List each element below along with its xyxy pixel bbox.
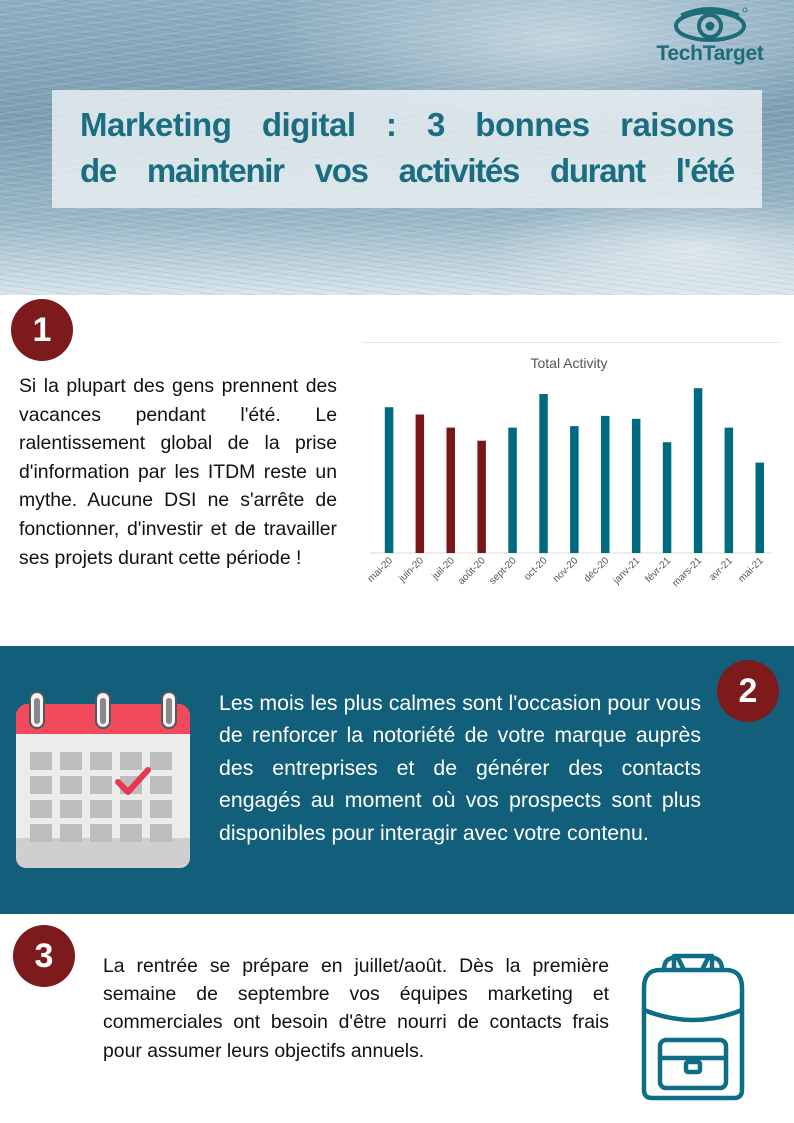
chart-x-label: avr-21 — [707, 555, 735, 583]
chart-bar-août-20 — [477, 440, 486, 553]
chart-bar-avr-21 — [724, 427, 734, 553]
chart-x-label: mars-21 — [670, 555, 704, 589]
chart-bar-oct-20 — [539, 394, 548, 553]
eye-logo-icon — [674, 7, 748, 42]
chart-x-label: déc-20 — [582, 555, 612, 585]
chart-x-label: janv-21 — [611, 555, 643, 587]
chart-bar-déc-20 — [601, 415, 610, 553]
backpack-icon — [641, 953, 745, 1101]
chart-x-label: févr-21 — [643, 555, 673, 585]
section-2-text: Les mois les plus calmes sont l'occasion… — [219, 691, 701, 845]
chart-x-label: nov-20 — [551, 555, 581, 585]
title-box: Marketing digital : 3 bonnes raisons de … — [52, 90, 762, 208]
chart-bar-sept-20 — [508, 427, 517, 553]
chart-bar-juin-20 — [415, 414, 425, 553]
chart-x-labels: mai-20 juin-20 juil-20 août-20 sept-20 oct-20… — [366, 555, 767, 589]
chart-x-label: mai-20 — [366, 555, 396, 585]
activity-chart: Total Activity mai-20 juin-20 juil-20 août-… — [362, 342, 780, 600]
page-title-line1: Marketing digital : 3 bonnes raisons — [80, 106, 735, 143]
chart-x-label: juin-20 — [396, 555, 426, 585]
techtarget-logo: TechTarget — [645, 6, 775, 76]
chart-bars — [384, 388, 764, 553]
chart-bar-janv-21 — [631, 418, 641, 553]
chart-x-label: juil-20 — [430, 555, 458, 583]
chart-bar-févr-21 — [662, 442, 672, 553]
brand-name: TechTarget — [656, 42, 764, 65]
chart-x-label: sept-20 — [487, 555, 519, 587]
calendar-icon — [16, 691, 190, 868]
chart-bar-mars-21 — [693, 388, 703, 553]
chart-x-label: mai-21 — [737, 555, 767, 585]
section-3-text: La rentrée se prépare en juillet/août. D… — [103, 955, 609, 1062]
section-3-badge: 3 — [13, 925, 75, 987]
section-1-text: Si la plupart des gens prennent des vaca… — [19, 375, 337, 569]
chart-x-label: oct-20 — [522, 555, 550, 583]
section-2-badge: 2 — [717, 660, 779, 722]
chart-bar-mai-20 — [384, 407, 394, 553]
chart-svg: Total Activity mai-20 juin-20 juil-20 août-… — [366, 355, 772, 589]
chart-title: Total Activity — [530, 355, 607, 371]
chart-bar-juil-20 — [446, 427, 455, 553]
chart-bar-nov-20 — [570, 426, 579, 553]
chart-bar-mai-21 — [755, 462, 764, 553]
chart-x-label: août-20 — [456, 555, 488, 587]
page-title-line2: de maintenir vos activités durant l'été — [80, 152, 735, 189]
section-1-badge: 1 — [11, 299, 73, 361]
header-banner: TechTarget Marketing digital : 3 bonnes … — [0, 0, 794, 295]
